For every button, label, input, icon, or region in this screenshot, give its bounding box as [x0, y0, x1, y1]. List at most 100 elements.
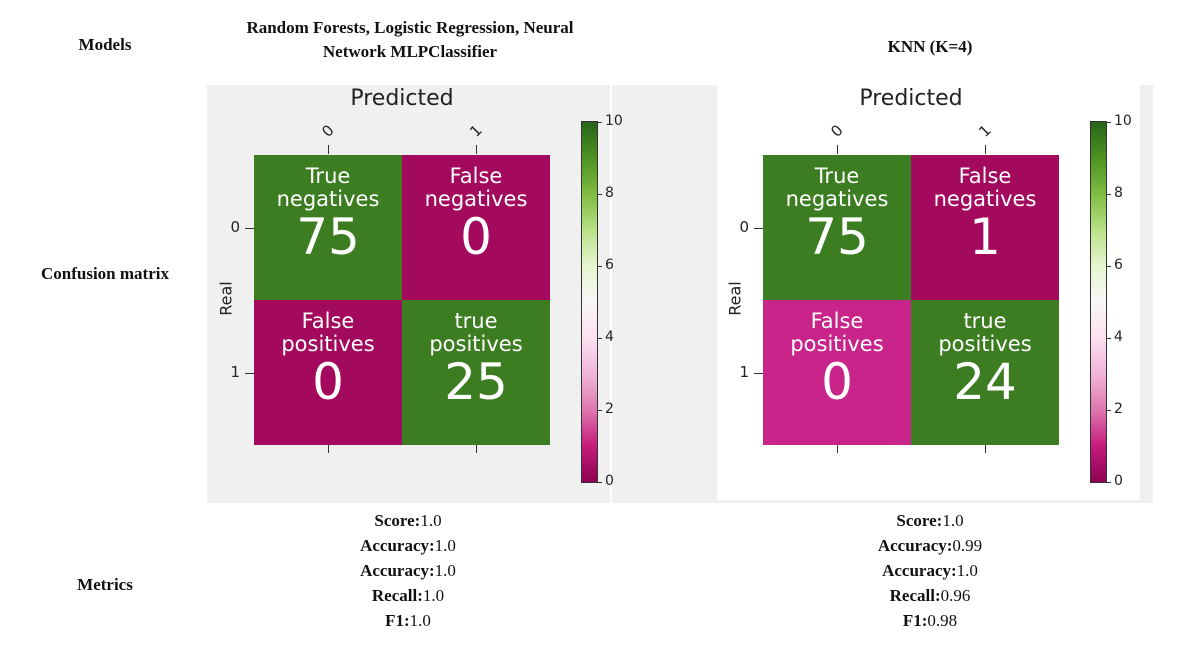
metric: Accuracy:1.0 — [730, 558, 1130, 583]
metric: Score:1.0 — [208, 508, 608, 533]
metric: Score:1.0 — [730, 508, 1130, 533]
y-tick — [754, 372, 763, 374]
colorbar-tick — [597, 338, 602, 339]
cell-value: 75 — [805, 208, 869, 266]
colorbar-tick — [597, 410, 602, 411]
colorbar-tick — [1106, 194, 1111, 195]
metric: F1:0.98 — [730, 608, 1130, 633]
matrix-cell: true positives 24 — [911, 300, 1059, 445]
colorbar-tick-label: 8 — [605, 185, 614, 201]
metric: Accuracy:1.0 — [208, 558, 608, 583]
metric-label: Score: — [374, 511, 421, 530]
matrix-cell: False positives 0 — [763, 300, 911, 445]
row-label: Confusion matrix — [41, 264, 169, 283]
cell-value: 0 — [312, 353, 344, 411]
metrics-list: Score:1.0 Accuracy:0.99 Accuracy:1.0 Recall… — [730, 508, 1130, 633]
x-tick — [985, 445, 986, 453]
metrics-list: Score:1.0 Accuracy:1.0 Accuracy:1.0 Recall:… — [208, 508, 608, 633]
metric-label: Score: — [896, 511, 943, 530]
cell-label: False negatives — [424, 164, 528, 211]
y-tick — [245, 372, 254, 374]
metric-value: 1.0 — [434, 561, 456, 580]
metric-label: Accuracy: — [360, 561, 435, 580]
cell-label: False negatives — [933, 164, 1037, 211]
y-axis-label: Real — [216, 281, 236, 316]
x-tick — [328, 445, 329, 453]
metric-value: 1.0 — [956, 561, 978, 580]
colorbar-tick-label: 6 — [1114, 257, 1123, 273]
cell-label: True negatives — [785, 164, 889, 211]
metric: Recall:1.0 — [208, 583, 608, 608]
matrix-cell: False negatives 0 — [402, 155, 550, 300]
x-tick — [328, 145, 329, 154]
cell-value: 24 — [953, 353, 1017, 411]
metric: Accuracy:0.99 — [730, 533, 1130, 558]
x-tick — [985, 145, 986, 154]
y-tick-label: 0 — [739, 217, 749, 236]
colorbar-tick — [1106, 122, 1111, 123]
header-models: Models — [78, 35, 132, 54]
metric-label: Accuracy: — [360, 536, 435, 555]
x-tick — [476, 445, 477, 453]
y-tick — [245, 227, 254, 229]
cell-label: True negatives — [276, 164, 380, 211]
colorbar — [1090, 121, 1107, 483]
matrix-cell: False negatives 1 — [911, 155, 1059, 300]
colorbar-tick — [597, 194, 602, 195]
metric-label: Accuracy: — [882, 561, 957, 580]
metric: Recall:0.96 — [730, 583, 1130, 608]
colorbar-tick-label: 0 — [1114, 473, 1123, 489]
metric-value: 0.96 — [940, 586, 971, 605]
x-tick — [837, 445, 838, 453]
y-tick-label: 1 — [230, 362, 240, 381]
colorbar-tick-label: 4 — [1114, 329, 1123, 345]
colorbar-tick-label: 0 — [605, 473, 614, 489]
colorbar-tick-label: 10 — [1114, 113, 1132, 129]
metric-value: 1.0 — [942, 511, 964, 530]
cell-value: 25 — [444, 353, 508, 411]
cell-label: False positives — [790, 309, 884, 356]
metric-label: Accuracy: — [877, 536, 953, 555]
metric-label: F1: — [902, 611, 928, 630]
colorbar-tick — [597, 482, 602, 483]
cell-value: 75 — [296, 208, 360, 266]
x-axis-label: Predicted — [350, 86, 454, 111]
x-axis-label: Predicted — [859, 86, 963, 111]
colorbar-tick-label: 6 — [605, 257, 614, 273]
cell-label: true positives — [938, 309, 1032, 356]
metric: F1:1.0 — [208, 608, 608, 633]
metric-value: 1.0 — [422, 586, 445, 605]
metric-value: 1.0 — [420, 511, 442, 530]
y-tick — [754, 227, 763, 229]
metric: Accuracy:1.0 — [208, 533, 608, 558]
cell-label: False positives — [281, 309, 375, 356]
metric-label: F1: — [385, 611, 410, 630]
y-axis-label: Real — [725, 281, 745, 316]
colorbar-tick — [597, 266, 602, 267]
colorbar-tick — [1106, 410, 1111, 411]
metric-value: 0.99 — [952, 536, 983, 555]
matrix-cell: True negatives 75 — [254, 155, 402, 300]
colorbar-tick-label: 10 — [605, 113, 623, 129]
colorbar-tick — [597, 122, 602, 123]
cell-value: 1 — [969, 208, 1001, 266]
matrix-cell: true positives 25 — [402, 300, 550, 445]
colorbar-tick-label: 4 — [605, 329, 614, 345]
matrix-cell: True negatives 75 — [763, 155, 911, 300]
metric-label: Recall: — [889, 586, 941, 605]
header-column: KNN (K=4) — [887, 37, 973, 56]
row-label: Metrics — [77, 575, 133, 594]
cell-value: 0 — [821, 353, 853, 411]
matrix-cell: False positives 0 — [254, 300, 402, 445]
y-tick-label: 1 — [739, 362, 749, 381]
y-tick-label: 0 — [230, 217, 240, 236]
metric-label: Recall: — [371, 586, 423, 605]
metric-value: 0.98 — [927, 611, 958, 630]
colorbar-tick — [1106, 482, 1111, 483]
colorbar-tick — [1106, 338, 1111, 339]
metric-value: 1.0 — [409, 611, 431, 630]
colorbar-tick — [1106, 266, 1111, 267]
colorbar-tick-label: 2 — [605, 401, 614, 417]
colorbar — [581, 121, 598, 483]
